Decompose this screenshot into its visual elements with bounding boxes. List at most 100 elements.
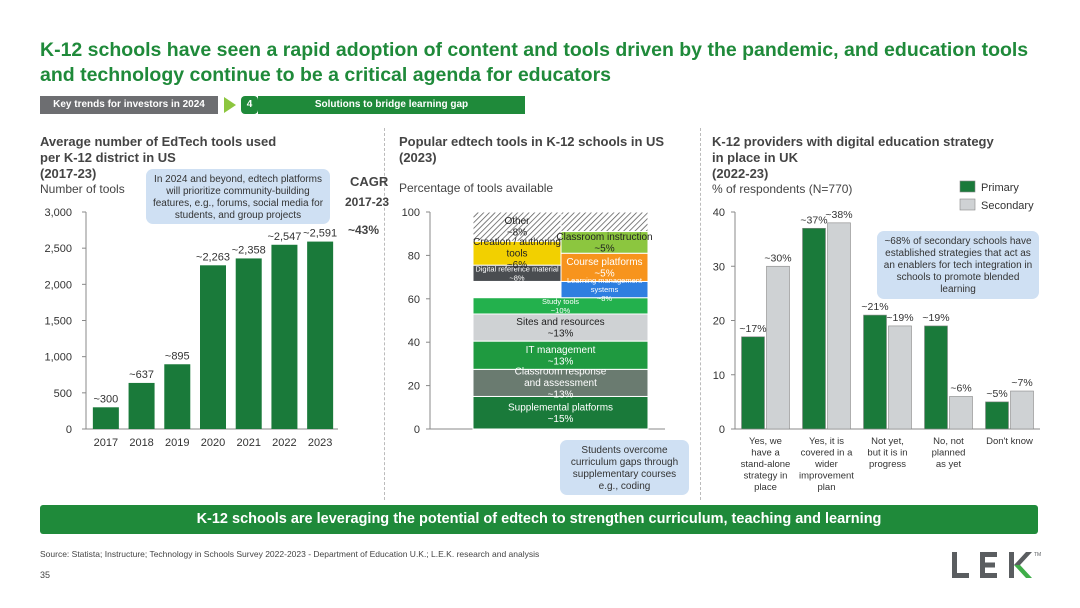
- x-tick-label: place: [754, 482, 777, 493]
- x-tick-label: planned: [932, 448, 966, 459]
- segment-value: ~13%: [548, 329, 574, 340]
- segment-label: Study tools: [542, 297, 579, 306]
- panel3-title-line1: K-12 providers with digital education st…: [712, 134, 994, 149]
- y-tick-label: 2,500: [44, 243, 72, 255]
- panel2-subtitle: Percentage of tools available: [399, 181, 554, 195]
- bar: [164, 364, 191, 429]
- y-tick-label: 1,000: [44, 352, 72, 364]
- bar: [949, 396, 973, 430]
- summary-banner: K-12 schools are leveraging the potentia…: [40, 505, 1038, 534]
- bar: [888, 325, 912, 430]
- legend-swatch: [959, 198, 976, 211]
- bar: [307, 241, 334, 429]
- x-tick-label: 2020: [201, 437, 225, 449]
- stack-segment: [472, 340, 649, 370]
- data-label: ~2,263: [196, 251, 230, 263]
- segment-value: ~6%: [507, 260, 527, 271]
- data-label: ~21%: [861, 301, 888, 313]
- x-tick-label: improvement: [799, 471, 854, 482]
- logo-tm: TM: [1034, 552, 1041, 558]
- data-label: ~19%: [922, 312, 949, 324]
- y-tick-label: 20: [713, 316, 725, 328]
- data-label: ~30%: [764, 252, 791, 264]
- data-label: ~5%: [986, 388, 1007, 400]
- panel3-subtitle: % of respondents (N=770): [712, 182, 853, 196]
- y-tick-label: 80: [408, 250, 420, 262]
- x-tick-label: 2022: [272, 437, 296, 449]
- legend-swatch: [959, 180, 976, 193]
- cagr-value: ~43%: [348, 223, 380, 237]
- segment-value: ~8%: [597, 294, 613, 303]
- y-tick-label: 40: [713, 207, 725, 219]
- legend-label: Primary: [981, 182, 1019, 194]
- y-tick-label: 100: [402, 207, 420, 219]
- bar: [827, 222, 851, 430]
- segment-label: IT management: [526, 345, 596, 356]
- segment-label: Learning management: [567, 276, 643, 285]
- x-tick-label: stand-alone: [741, 459, 791, 470]
- page-number: 35: [40, 570, 51, 580]
- data-label: ~38%: [825, 209, 852, 221]
- source-note: Source: Statista; Instructure; Technolog…: [40, 549, 540, 559]
- x-tick-label: have a: [751, 448, 780, 459]
- segment-label: Course platforms: [566, 257, 642, 268]
- x-tick-label: progress: [869, 459, 906, 470]
- x-tick-label: 2019: [165, 437, 189, 449]
- segment-value: ~8%: [509, 273, 525, 282]
- data-label: ~19%: [886, 312, 913, 324]
- x-tick-label: 2023: [308, 437, 332, 449]
- bar: [802, 227, 826, 430]
- segment-label: Creation / authoring: [473, 237, 561, 248]
- panel-divider: [384, 128, 385, 500]
- segment-label: tools: [506, 249, 527, 260]
- topic-tag: Solutions to bridge learning gap: [258, 96, 525, 114]
- stack-segment: [472, 368, 649, 397]
- bar: [766, 265, 790, 430]
- x-tick-label: as yet: [936, 459, 962, 470]
- stack-segment: [472, 313, 649, 342]
- section-number-badge: 4: [241, 96, 258, 114]
- y-tick-label: 20: [408, 381, 420, 393]
- panel2-title-line2: (2023): [399, 150, 437, 165]
- x-tick-label: Yes, it is: [809, 436, 844, 447]
- x-tick-label: Not yet,: [871, 436, 904, 447]
- segment-label: and assessment: [524, 378, 597, 389]
- segment-value: ~15%: [548, 414, 574, 425]
- data-label: ~2,358: [232, 244, 266, 256]
- y-tick-label: 0: [414, 424, 420, 436]
- segment-label: Supplemental platforms: [508, 402, 613, 413]
- y-tick-label: 2,000: [44, 279, 72, 291]
- x-tick-label: strategy in: [744, 471, 788, 482]
- data-label: ~2,547: [267, 231, 301, 243]
- arrow-icon: [224, 97, 236, 113]
- data-label: ~637: [129, 369, 154, 381]
- panel3-title-line3: (2022-23): [712, 166, 769, 181]
- segment-label: Sites and resources: [516, 317, 604, 328]
- stack-segment: [472, 211, 562, 242]
- x-tick-label: 2017: [94, 437, 118, 449]
- segment-label: systems: [591, 285, 619, 294]
- bar: [1010, 390, 1034, 430]
- panel1-title-line1: Average number of EdTech tools used: [40, 134, 277, 149]
- panel-divider: [700, 128, 701, 500]
- x-tick-label: wider: [814, 459, 838, 470]
- y-tick-label: 1,500: [44, 316, 72, 328]
- x-tick-label: plan: [818, 482, 836, 493]
- segment-value: ~5%: [594, 268, 614, 279]
- section-tag: Key trends for investors in 2024: [40, 96, 218, 114]
- legend-label: Secondary: [981, 200, 1034, 212]
- y-tick-label: 3,000: [44, 207, 72, 219]
- panel1-callout: In 2024 and beyond, edtech platforms wil…: [146, 169, 330, 224]
- x-tick-label: covered in a: [801, 448, 853, 459]
- y-tick-label: 40: [408, 337, 420, 349]
- bar: [985, 401, 1009, 430]
- segment-value: ~10%: [551, 306, 571, 315]
- bar: [271, 244, 298, 429]
- segment-label: Other: [504, 216, 530, 227]
- segment-label: Classroom response: [515, 367, 607, 378]
- y-tick-label: 0: [719, 424, 725, 436]
- data-label: ~895: [165, 350, 190, 362]
